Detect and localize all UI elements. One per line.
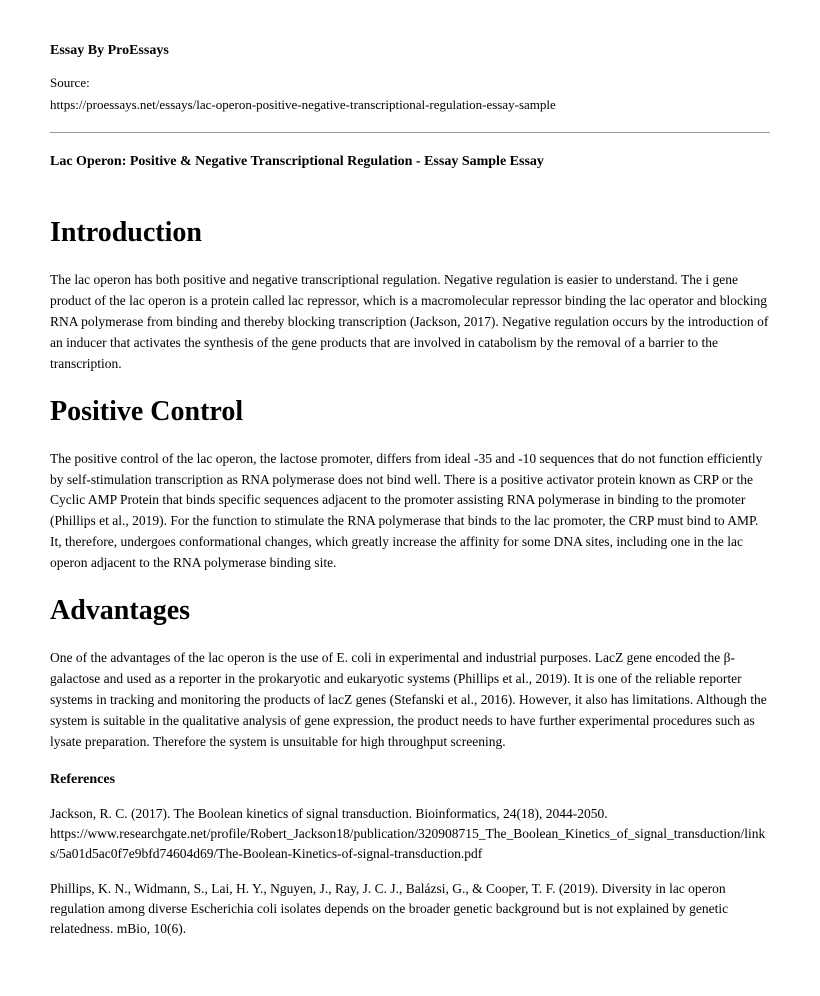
essay-title: Lac Operon: Positive & Negative Transcri… xyxy=(50,151,770,172)
section-heading-introduction: Introduction xyxy=(50,212,770,254)
reference-item: Jackson, R. C. (2017). The Boolean kinet… xyxy=(50,804,770,865)
reference-item: Phillips, K. N., Widmann, S., Lai, H. Y.… xyxy=(50,879,770,940)
source-url: https://proessays.net/essays/lac-operon-… xyxy=(50,95,770,115)
section-heading-positive-control: Positive Control xyxy=(50,391,770,433)
divider xyxy=(50,132,770,133)
section-body-advantages: One of the advantages of the lac operon … xyxy=(50,648,770,753)
section-body-positive-control: The positive control of the lac operon, … xyxy=(50,449,770,575)
source-label: Source: xyxy=(50,73,770,93)
essay-by-label: Essay By ProEssays xyxy=(50,40,770,61)
section-body-introduction: The lac operon has both positive and neg… xyxy=(50,270,770,375)
section-heading-advantages: Advantages xyxy=(50,590,770,632)
references-heading: References xyxy=(50,769,770,790)
